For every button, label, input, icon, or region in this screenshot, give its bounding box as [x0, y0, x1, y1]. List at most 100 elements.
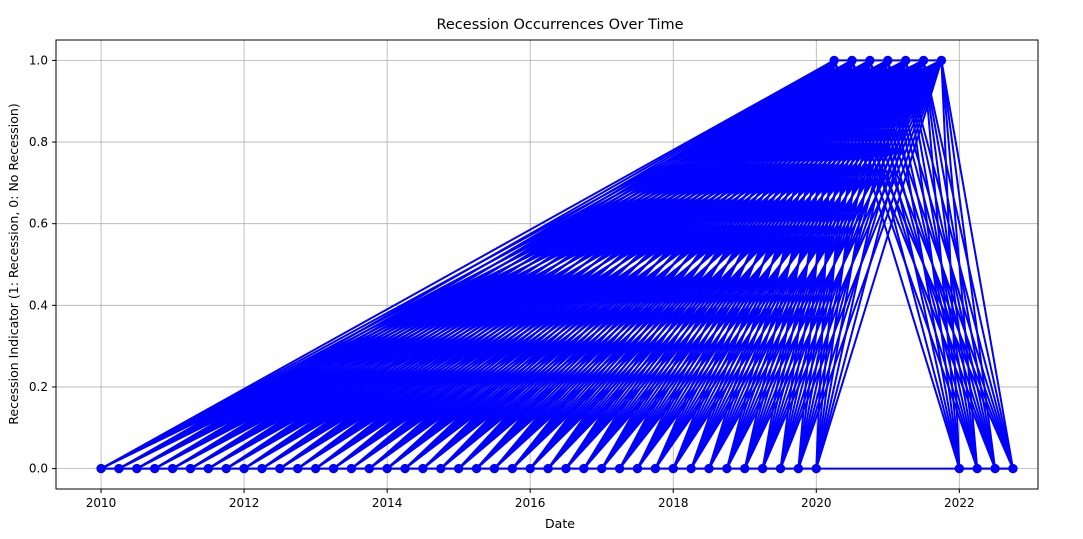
data-point — [829, 55, 839, 66]
series-segment — [315, 59, 835, 470]
data-point — [239, 463, 249, 474]
data-point — [150, 463, 160, 474]
data-point — [346, 463, 357, 474]
data-point — [436, 463, 446, 474]
series-segment — [815, 60, 854, 469]
x-tick-label: 2018 — [658, 496, 689, 510]
x-tick-label: 2020 — [801, 496, 832, 510]
data-point — [740, 463, 750, 474]
series-segment — [582, 59, 836, 470]
data-point — [96, 463, 106, 474]
series-segment — [154, 59, 835, 470]
series-segment — [279, 59, 835, 470]
y-tick-label: 0.6 — [29, 217, 48, 231]
data-point — [114, 463, 124, 474]
series-segment — [886, 60, 961, 469]
series-segment — [618, 59, 836, 470]
data-point — [167, 463, 178, 474]
series-segment — [332, 59, 835, 470]
series-segment — [297, 59, 835, 470]
data-point — [525, 463, 535, 474]
series-segment — [940, 60, 961, 469]
plot-frame — [55, 39, 1039, 490]
series-segment — [457, 59, 835, 470]
series-segment — [654, 60, 836, 469]
data-point — [990, 463, 1000, 474]
series-segment — [904, 60, 961, 469]
series-segment — [136, 59, 835, 470]
y-tick-label: 0.2 — [29, 380, 48, 394]
data-point — [900, 55, 911, 66]
data-point — [507, 463, 518, 474]
data-point — [793, 463, 804, 474]
series-segment — [172, 59, 835, 470]
series-segment — [189, 59, 835, 470]
data-point — [668, 463, 678, 474]
x-axis-label: Date — [545, 516, 575, 531]
chart-title: Recession Occurrences Over Time — [436, 17, 683, 33]
y-tick-label: 0.4 — [29, 298, 48, 312]
data-point — [561, 463, 571, 474]
series-segment — [940, 60, 979, 469]
data-point — [811, 463, 821, 474]
series-segment — [440, 59, 835, 470]
data-point — [579, 463, 589, 474]
data-point — [972, 463, 982, 474]
series-segment — [350, 59, 835, 470]
data-point — [132, 463, 142, 474]
data-point — [293, 463, 303, 474]
series-segment — [725, 60, 836, 469]
series-segment — [118, 59, 835, 470]
x-tick-label: 2010 — [86, 496, 117, 510]
series-segment — [243, 59, 835, 470]
series-segment — [708, 60, 836, 469]
data-point — [489, 463, 500, 474]
x-tick-label: 2012 — [229, 496, 260, 510]
series-segment — [636, 59, 836, 470]
data-point — [775, 463, 786, 474]
series-segment — [779, 60, 836, 469]
data-point — [310, 463, 321, 474]
data-point — [203, 463, 214, 474]
series-segment — [600, 59, 836, 470]
x-tick-label: 2016 — [515, 496, 546, 510]
data-point — [847, 55, 857, 66]
data-point — [382, 463, 392, 474]
series-segment — [225, 59, 835, 470]
data-point — [400, 463, 410, 474]
y-tick-label: 1.0 — [29, 53, 48, 67]
data-point — [865, 55, 875, 66]
x-tick-label: 2014 — [372, 496, 403, 510]
series-segment — [422, 59, 835, 470]
series-segment — [386, 59, 835, 470]
series-segment — [529, 59, 835, 470]
data-point — [471, 463, 482, 474]
data-point — [936, 55, 947, 66]
axes-layer: 2010 2012 2014 2016 2018 2020 2022 0.0 0.2 0.4 0.6… — [29, 39, 1039, 510]
series-segment — [261, 59, 835, 470]
data-point — [650, 463, 661, 474]
series-segment — [690, 60, 836, 469]
x-tick-label: 2022 — [944, 496, 975, 510]
series-segment — [511, 59, 835, 470]
y-tick-label: 0.8 — [29, 135, 48, 149]
series-segment — [922, 60, 961, 469]
data-point — [364, 463, 374, 474]
data-point — [221, 463, 231, 474]
series-segment — [565, 59, 835, 470]
data-point — [1008, 463, 1018, 474]
data-point — [453, 463, 464, 474]
data-point — [632, 463, 643, 474]
series-segment — [100, 59, 835, 470]
data-point — [614, 463, 625, 474]
series-segment — [940, 60, 997, 469]
series-segment — [940, 60, 1014, 469]
data-point — [954, 463, 965, 474]
data-point — [418, 463, 428, 474]
data-point — [328, 463, 339, 474]
series-segment — [547, 59, 835, 470]
series-segment — [761, 60, 836, 469]
data-point — [185, 463, 196, 474]
series-segment — [207, 59, 835, 470]
